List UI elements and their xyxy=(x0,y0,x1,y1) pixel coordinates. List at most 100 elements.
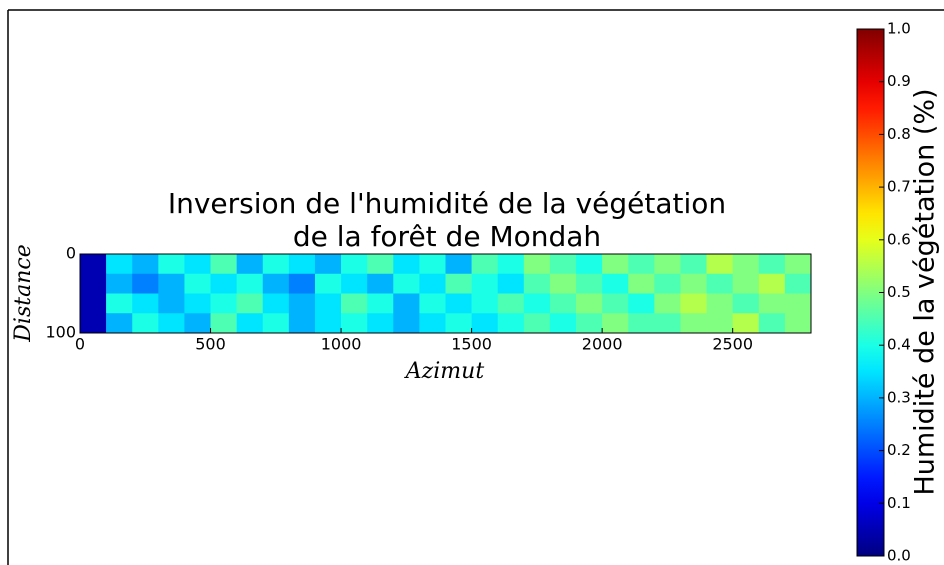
heatmap-cell xyxy=(236,273,264,294)
heatmap-cell xyxy=(158,273,185,294)
heatmap-cell xyxy=(706,293,733,314)
heatmap-cell xyxy=(471,273,499,294)
heatmap-cell xyxy=(184,313,211,334)
heatmap-cell xyxy=(445,293,472,314)
heatmap-cell xyxy=(314,254,342,275)
heatmap-cell xyxy=(706,254,733,275)
heatmap-cell xyxy=(576,293,603,314)
colorbar-tick-label: 0.7 xyxy=(887,178,911,196)
heatmap-cell xyxy=(158,293,185,314)
heatmap-cell xyxy=(471,254,499,275)
colorbar-tick-label: 1.0 xyxy=(887,20,911,38)
heatmap-cell xyxy=(758,254,786,275)
colorbar-tick-label: 0.0 xyxy=(887,547,911,565)
heatmap-cell xyxy=(706,313,733,334)
heatmap-cell xyxy=(758,273,786,294)
heatmap-cell xyxy=(132,313,159,334)
heatmap-cell xyxy=(288,273,316,294)
heatmap-cell xyxy=(158,313,185,334)
heatmap-cell xyxy=(367,293,394,314)
heatmap-cell xyxy=(341,293,368,314)
heatmap-cell xyxy=(523,254,551,275)
heatmap-cell xyxy=(680,254,707,275)
heatmap-cell xyxy=(288,293,316,314)
heatmap-cell xyxy=(262,293,290,314)
heatmap-cell xyxy=(628,273,655,294)
heatmap-cell xyxy=(680,273,707,294)
heatmap-cell xyxy=(236,313,264,334)
heatmap-cell xyxy=(288,254,316,275)
heatmap-cell xyxy=(393,313,420,334)
heatmap-cell xyxy=(210,254,237,275)
heatmap-cell xyxy=(341,273,368,294)
heatmap-cell xyxy=(132,254,159,275)
x-tick-label: 2000 xyxy=(582,335,623,354)
heatmap-cell xyxy=(314,273,342,294)
colorbar-tick-label: 0.2 xyxy=(887,441,911,459)
heatmap-cell xyxy=(497,293,525,314)
heatmap-cell xyxy=(419,313,446,334)
heatmap-cell xyxy=(471,293,499,314)
heatmap-cell xyxy=(132,273,159,294)
heatmap-cell xyxy=(80,293,107,314)
colorbar-tick-label: 0.3 xyxy=(887,388,911,406)
heatmap-cell xyxy=(419,254,446,275)
heatmap-cell xyxy=(158,254,185,275)
heatmap-cell xyxy=(758,293,786,314)
heatmap-cell xyxy=(262,273,290,294)
heatmap-cell xyxy=(654,254,681,275)
heatmap-cell xyxy=(680,293,707,314)
heatmap-cell xyxy=(314,313,342,334)
heatmap-cell xyxy=(523,293,551,314)
heatmap-cell xyxy=(314,293,342,314)
heatmap-cell xyxy=(654,273,681,294)
heatmap-cell xyxy=(602,313,629,334)
heatmap-cell xyxy=(497,313,525,334)
x-tick-label: 1000 xyxy=(321,335,362,354)
y-tick-label: 100 xyxy=(45,323,76,342)
heatmap-cell xyxy=(106,254,133,275)
heatmap-cell xyxy=(680,313,707,334)
heatmap-cell xyxy=(341,313,368,334)
chart-title: Inversion de l'humidité de la végétation xyxy=(168,187,726,220)
heatmap-cell xyxy=(445,313,472,334)
heatmap-cell xyxy=(549,254,577,275)
y-axis-label: Distance xyxy=(11,244,36,342)
heatmap-cell xyxy=(419,293,446,314)
heatmap-cell xyxy=(784,293,812,314)
heatmap-cell xyxy=(732,254,760,275)
heatmap-cell xyxy=(184,293,211,314)
heatmap-cell xyxy=(784,273,812,294)
heatmap-cell xyxy=(732,273,760,294)
heatmap-cell xyxy=(758,313,786,334)
heatmap-cell xyxy=(523,273,551,294)
heatmap-cell xyxy=(106,293,133,314)
colorbar-label: Humidité de la végétation (%) xyxy=(910,88,941,495)
heatmap-cell xyxy=(80,313,107,334)
heatmap-cell xyxy=(236,293,264,314)
heatmap-cell xyxy=(602,254,629,275)
y-tick-label: 0 xyxy=(66,244,76,263)
heatmap-cell xyxy=(732,293,760,314)
heatmap-cell xyxy=(576,273,603,294)
colorbar-tick-label: 0.9 xyxy=(887,72,911,90)
heatmap-cell xyxy=(549,273,577,294)
heatmap-cell xyxy=(184,254,211,275)
heatmap-cell xyxy=(445,273,472,294)
heatmap-cell xyxy=(184,273,211,294)
colorbar-tick-label: 0.4 xyxy=(887,336,911,354)
heatmap-cell xyxy=(210,293,237,314)
plot-border xyxy=(79,253,812,334)
heatmap-cell xyxy=(732,313,760,334)
x-axis-label: Azimut xyxy=(404,359,485,384)
heatmap-cell xyxy=(367,313,394,334)
heatmap-cell xyxy=(445,254,472,275)
heatmap-cell xyxy=(654,293,681,314)
heatmap-cell xyxy=(497,254,525,275)
colorbar-tick-label: 0.5 xyxy=(887,283,911,301)
heatmap-cell xyxy=(602,293,629,314)
heatmap-cell xyxy=(602,273,629,294)
heatmap-cell xyxy=(393,293,420,314)
heatmap-cell xyxy=(471,313,499,334)
